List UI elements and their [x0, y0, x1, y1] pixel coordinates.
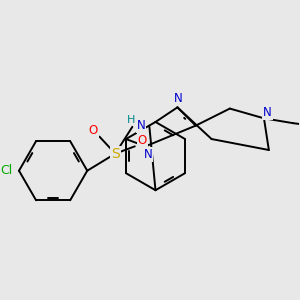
- Text: N: N: [143, 148, 152, 161]
- Text: N: N: [263, 106, 272, 119]
- Text: Cl: Cl: [1, 164, 13, 177]
- Text: H: H: [127, 115, 135, 124]
- Text: O: O: [89, 124, 98, 137]
- Text: N: N: [174, 92, 183, 105]
- Text: S: S: [111, 147, 120, 161]
- Text: O: O: [137, 134, 147, 147]
- Text: N: N: [136, 119, 145, 132]
